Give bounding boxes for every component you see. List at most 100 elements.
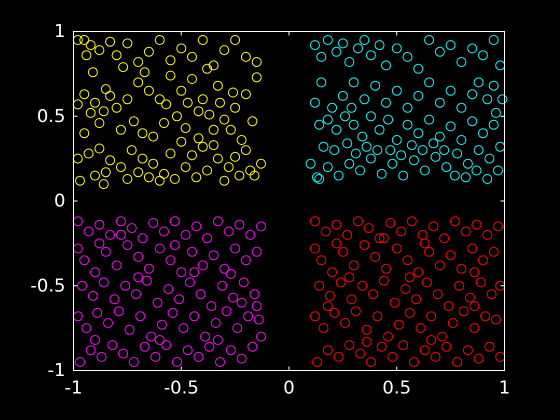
data-point	[391, 135, 402, 145]
data-point	[363, 223, 374, 234]
ticks-layer: -1 -0.5 0 0.5 1 -1 -0.5 0 0.5 1	[30, 21, 510, 399]
data-point	[122, 94, 133, 105]
data-point	[419, 165, 430, 176]
x-tick-label: 0.5	[382, 378, 411, 399]
data-point	[228, 292, 238, 303]
data-point	[111, 260, 122, 271]
data-point	[219, 114, 230, 125]
data-point	[79, 128, 90, 139]
data-point	[100, 246, 111, 257]
y-tick-label: 1	[54, 21, 65, 42]
data-point	[426, 311, 437, 322]
data-point	[225, 345, 236, 356]
data-point	[176, 85, 187, 96]
data-point	[359, 240, 370, 251]
data-point	[75, 175, 85, 186]
data-point	[434, 46, 445, 57]
data-point	[187, 150, 197, 161]
data-point	[374, 124, 385, 135]
data-point	[391, 43, 402, 54]
data-point	[452, 148, 463, 159]
data-point	[169, 240, 180, 251]
data-point	[462, 158, 473, 169]
data-point	[225, 124, 236, 135]
data-point	[212, 335, 223, 345]
data-point	[154, 243, 165, 254]
data-point	[180, 162, 191, 173]
data-point	[340, 111, 350, 122]
data-point	[409, 357, 419, 367]
data-point	[182, 345, 193, 356]
data-point	[139, 67, 150, 78]
data-point	[314, 174, 325, 184]
data-point	[215, 357, 225, 367]
data-point	[467, 43, 478, 54]
data-point	[337, 246, 348, 257]
data-point	[385, 145, 396, 156]
data-point	[432, 289, 443, 300]
data-point	[225, 268, 236, 279]
data-point	[467, 116, 478, 127]
data-point	[180, 123, 191, 134]
y-tick-label: 0	[54, 191, 65, 212]
data-point	[234, 219, 245, 230]
data-point	[92, 307, 103, 318]
data-point	[387, 158, 398, 169]
data-point	[344, 340, 355, 351]
data-point	[309, 243, 320, 254]
data-point	[154, 35, 165, 45]
data-point	[256, 331, 266, 342]
data-point	[72, 153, 83, 164]
data-point	[482, 229, 493, 240]
data-point	[462, 345, 473, 356]
data-point	[193, 133, 204, 144]
data-point	[94, 238, 105, 249]
data-point	[243, 311, 254, 322]
data-point	[159, 226, 169, 237]
data-point	[240, 145, 251, 156]
data-point	[447, 318, 458, 328]
data-point	[180, 229, 191, 240]
data-point	[133, 57, 144, 67]
data-point	[118, 348, 129, 359]
data-point	[96, 351, 107, 362]
data-point	[171, 111, 182, 122]
data-point	[202, 165, 213, 176]
data-point	[113, 306, 124, 317]
data-point	[79, 89, 90, 100]
data-point	[469, 323, 480, 334]
data-point	[376, 341, 387, 352]
data-point	[240, 255, 251, 266]
data-point	[133, 251, 144, 262]
data-point	[430, 351, 441, 362]
data-point	[143, 172, 154, 183]
data-point	[381, 97, 391, 108]
data-point	[141, 275, 152, 286]
data-point	[357, 131, 368, 142]
data-point	[83, 226, 94, 237]
data-point	[159, 118, 169, 128]
data-point	[120, 280, 131, 291]
data-point	[391, 85, 402, 96]
data-point	[439, 145, 450, 156]
data-point	[490, 107, 501, 118]
data-point	[137, 153, 148, 164]
data-point	[210, 318, 221, 328]
data-point	[495, 141, 506, 152]
data-point	[488, 119, 499, 130]
data-point	[107, 340, 118, 351]
data-point	[247, 116, 258, 127]
data-point	[182, 97, 193, 108]
data-point	[398, 170, 409, 181]
data-point	[456, 135, 467, 145]
data-point	[197, 94, 208, 105]
data-point	[378, 233, 389, 244]
data-point	[165, 55, 176, 66]
data-point	[344, 158, 355, 169]
data-point	[331, 46, 342, 57]
data-point	[329, 307, 340, 318]
data-point	[460, 226, 471, 237]
data-point	[305, 158, 316, 169]
